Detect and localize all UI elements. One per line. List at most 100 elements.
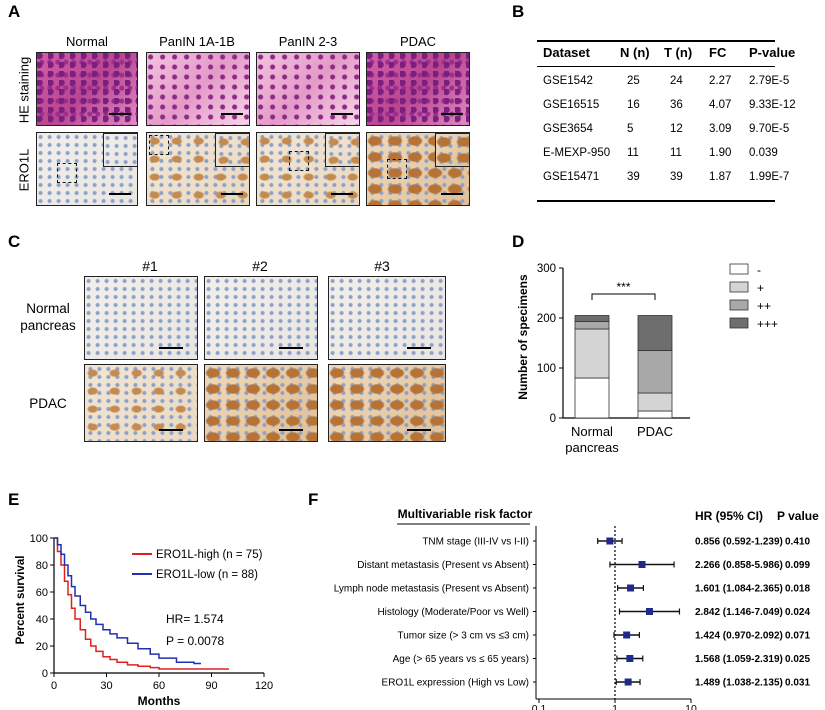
f-row-label: Lymph node metastasis (Present vs Absent… bbox=[334, 584, 529, 595]
f-ci-text: 1.424 (0.970-2.092) bbox=[695, 631, 783, 642]
d-bar-segment bbox=[574, 321, 610, 330]
f-p-text: 0.031 bbox=[785, 678, 810, 689]
table-cell: 12 bbox=[670, 123, 683, 135]
d-bar-segment bbox=[637, 410, 673, 419]
d-cat-label: Normal bbox=[571, 424, 613, 439]
table-cell: 9.33E-12 bbox=[749, 99, 796, 111]
f-hr-marker bbox=[626, 655, 634, 662]
stacked-bar-chart: Number of specimens 0 100 200 300 Normalpanc… bbox=[516, 263, 778, 455]
d-ytick-label: 0 bbox=[550, 413, 556, 425]
f-p-text: 0.410 bbox=[785, 537, 810, 548]
f-row-label: TNM stage (III-IV vs I-II) bbox=[422, 537, 529, 548]
d-ytick-label: 100 bbox=[537, 363, 556, 375]
table-cell: GSE15471 bbox=[543, 171, 600, 183]
th-t: T (n) bbox=[664, 45, 693, 60]
km-survival-chart: Percent survival Months 0 20 40 60 80 100 0 30 6… bbox=[15, 533, 273, 708]
col-normal: Normal bbox=[66, 34, 108, 49]
table-cell: 2.27 bbox=[709, 75, 732, 87]
f-xtick-label: 1 bbox=[612, 703, 618, 710]
d-bar-segment bbox=[637, 315, 673, 351]
table-cell: 1.99E-7 bbox=[749, 171, 790, 183]
e-survival-curve bbox=[54, 537, 229, 670]
d-legend-swatch bbox=[729, 317, 749, 329]
f-hr-marker bbox=[624, 678, 632, 686]
table-cell: GSE1542 bbox=[543, 75, 593, 87]
th-pvalue: P-value bbox=[749, 45, 796, 60]
f-hr-marker bbox=[623, 631, 631, 639]
d-ytick-label: 200 bbox=[537, 313, 556, 325]
c-normal-2-image bbox=[204, 276, 318, 360]
e-ytick-label: 100 bbox=[30, 533, 48, 545]
d-legend-swatch bbox=[729, 281, 749, 293]
table-cell: 4.07 bbox=[709, 99, 732, 111]
ihc-normal-image bbox=[36, 132, 138, 206]
col-pdac: PDAC bbox=[399, 34, 437, 49]
f-hr-marker bbox=[627, 584, 635, 592]
he-normal-image bbox=[36, 52, 138, 126]
ihc-pdac-image bbox=[366, 132, 470, 206]
e-xlabel: Months bbox=[138, 694, 181, 708]
d-cat-label: pancreas bbox=[565, 440, 619, 455]
f-ci-text: 1.568 (1.059-2.319) bbox=[695, 654, 783, 665]
f-hr-marker bbox=[606, 537, 614, 545]
panel-label-f: F bbox=[308, 490, 319, 509]
d-significance-bracket bbox=[591, 293, 656, 300]
e-ytick-label: 60 bbox=[36, 587, 48, 599]
c-pdac-1-image bbox=[84, 364, 198, 442]
panel-label-e: E bbox=[8, 490, 20, 509]
col-1: #1 bbox=[142, 258, 158, 274]
e-ytick-label: 20 bbox=[36, 641, 48, 653]
f-row-label: Histology (Moderate/Poor vs Well) bbox=[377, 607, 529, 618]
f-p-text: 0.099 bbox=[785, 560, 810, 571]
e-xtick-label: 0 bbox=[51, 680, 57, 692]
e-xtick-label: 90 bbox=[205, 680, 217, 692]
d-legend-label: + bbox=[757, 281, 764, 295]
panel-label-b: B bbox=[512, 2, 525, 21]
table-cell: E-MEXP-950 bbox=[543, 147, 611, 159]
p-annotation: P = 0.0078 bbox=[166, 634, 224, 648]
f-p-header: P value bbox=[777, 509, 819, 523]
c-pdac-2-image bbox=[204, 364, 318, 442]
c-pdac-3-image bbox=[328, 364, 446, 442]
f-p-text: 0.025 bbox=[785, 654, 810, 665]
panel-label-a: A bbox=[8, 2, 21, 21]
th-dataset: Dataset bbox=[543, 45, 590, 60]
he-pdac-image bbox=[366, 52, 470, 126]
d-cat-label: PDAC bbox=[637, 424, 673, 439]
table-cell: GSE3654 bbox=[543, 123, 593, 135]
f-hr-marker bbox=[645, 608, 653, 615]
d-legend-label: +++ bbox=[757, 317, 778, 331]
c-normal-1-image bbox=[84, 276, 198, 360]
row-normal-pancreas: Normal pancreas bbox=[20, 301, 76, 333]
table-cell: 1.87 bbox=[709, 171, 732, 183]
d-legend-swatch bbox=[729, 299, 749, 311]
table-cell: 11 bbox=[670, 147, 682, 159]
f-ci-text: 2.266 (0.858-5.986) bbox=[695, 560, 783, 571]
e-ytick-label: 80 bbox=[36, 560, 48, 572]
forest-plot: Multivariable risk factor HR (95% CI) P … bbox=[334, 507, 819, 710]
d-bar-segment bbox=[637, 392, 673, 412]
d-legend-label: ++ bbox=[757, 299, 771, 313]
row-ero1l: ERO1L bbox=[16, 148, 32, 192]
d-ylabel: Number of specimens bbox=[516, 274, 530, 400]
row-he-staining: HE staining bbox=[16, 56, 32, 124]
col-panin-1a-1b: PanIN 1A-1B bbox=[159, 34, 235, 49]
col-panin-2-3: PanIN 2-3 bbox=[278, 34, 338, 49]
d-bar-segment bbox=[574, 315, 610, 322]
f-ci-text: 1.489 (1.038-2.135) bbox=[695, 678, 783, 689]
f-hr-marker bbox=[638, 561, 646, 568]
f-p-text: 0.024 bbox=[785, 607, 810, 618]
f-hr-header: HR (95% CI) bbox=[695, 509, 763, 523]
f-row-label: ERO1L expression (High vs Low) bbox=[382, 678, 529, 689]
panel-label-d: D bbox=[512, 232, 525, 251]
d-bar-segment bbox=[637, 350, 673, 394]
f-title: Multivariable risk factor bbox=[398, 507, 533, 521]
row-pdac: PDAC bbox=[29, 396, 67, 411]
d-bar-segment bbox=[574, 328, 610, 379]
th-n: N (n) bbox=[620, 45, 650, 60]
f-p-text: 0.018 bbox=[785, 584, 810, 595]
e-survival-curve bbox=[54, 537, 201, 665]
e-ylabel: Percent survival bbox=[15, 556, 27, 645]
c-normal-3-image bbox=[328, 276, 446, 360]
panel-label-c: C bbox=[8, 232, 21, 251]
